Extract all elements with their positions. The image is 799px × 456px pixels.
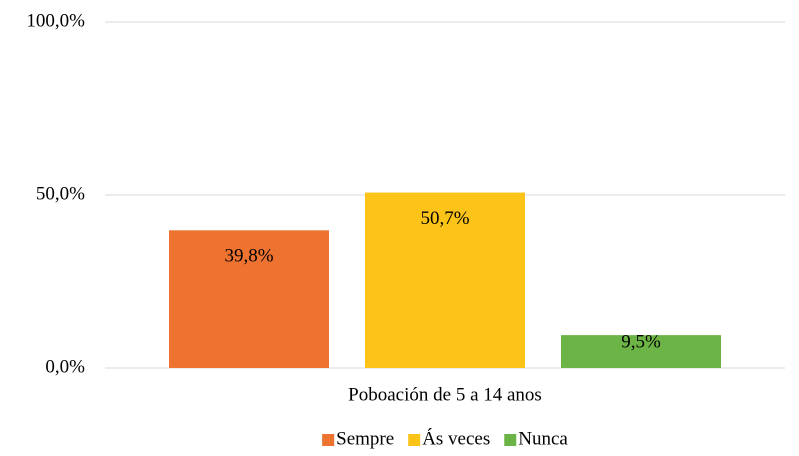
legend-swatch — [322, 434, 335, 446]
legend-label: Sempre — [336, 428, 394, 449]
bar — [561, 335, 721, 368]
legend-label: Ás veces — [422, 427, 490, 449]
y-tick-label: 50,0% — [36, 183, 85, 204]
data-label: 39,8% — [224, 246, 273, 267]
y-tick-label: 0,0% — [45, 356, 85, 377]
data-label: 50,7% — [420, 208, 469, 229]
x-tick-label: Poboación de 5 a 14 anos — [348, 384, 542, 405]
data-label: 9,5% — [621, 331, 661, 352]
y-tick-label: 100,0% — [26, 10, 85, 31]
bar — [169, 230, 329, 368]
legend-swatch — [504, 434, 517, 446]
bar — [365, 192, 525, 368]
legend-swatch — [408, 434, 421, 446]
legend-label: Nunca — [518, 428, 568, 449]
